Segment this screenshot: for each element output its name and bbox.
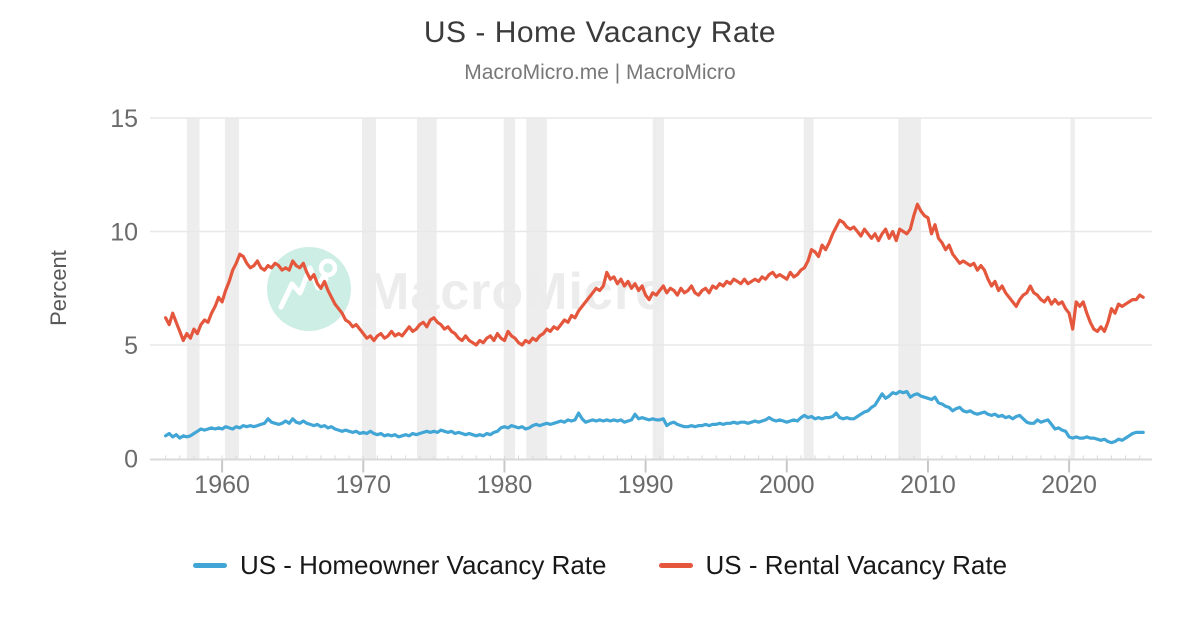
legend: US - Homeowner Vacancy Rate US - Rental … [0, 550, 1200, 581]
y-tick-label: 15 [110, 105, 138, 133]
recession-band [503, 118, 516, 459]
series-lines[interactable] [164, 202, 1145, 445]
y-tick-label: 5 [124, 332, 138, 360]
recession-band [224, 118, 240, 459]
y-tick-label: 0 [124, 446, 138, 474]
y-tick-label: 10 [110, 219, 138, 247]
x-tick-label: 2020 [1041, 471, 1097, 499]
rental-series-swatch [658, 563, 693, 568]
recession-band [361, 118, 376, 459]
x-axis: 1960 1970 1980 1990 2000 2010 2020 [150, 455, 1152, 499]
recession-band [186, 118, 200, 459]
x-tick-label: 2010 [900, 471, 956, 499]
y-axis-title: Percent [46, 250, 71, 326]
watermark-logo-circle [267, 247, 351, 331]
recession-band [526, 118, 547, 459]
series-line-rental[interactable] [164, 202, 1145, 347]
recession-band [1070, 118, 1075, 459]
recession-band [652, 118, 664, 459]
gridlines [150, 117, 1152, 346]
recession-band [898, 118, 921, 459]
recession-band [416, 118, 437, 459]
x-tick-label: 2000 [759, 471, 815, 499]
watermark-text: MacroMicro [366, 263, 668, 321]
recession-band [803, 118, 814, 459]
legend-label: US - Homeowner Vacancy Rate [239, 550, 607, 580]
watermark-logo-pin [318, 258, 338, 278]
legend-item-homeowner[interactable]: US - Homeowner Vacancy Rate [192, 550, 607, 581]
x-tick-label: 1990 [618, 471, 674, 499]
watermark: MacroMicro [267, 247, 668, 331]
x-tick-label: 1980 [477, 471, 533, 499]
watermark-logo-stem [315, 271, 328, 288]
chart-title: US - Home Vacancy Rate [423, 16, 777, 49]
legend-item-rental[interactable]: US - Rental Vacancy Rate [658, 550, 1008, 581]
y-axis: Percent 0 5 10 15 [46, 105, 138, 474]
recession-bands [186, 118, 1075, 459]
x-tick-label: 1970 [335, 471, 391, 499]
x-tick-label: 1960 [194, 471, 250, 499]
homeowner-series-swatch [192, 563, 227, 568]
series-line-homeowner[interactable] [164, 389, 1145, 445]
legend-label: US - Rental Vacancy Rate [705, 550, 1008, 580]
chart-subtitle: MacroMicro.me | MacroMicro [464, 61, 736, 84]
